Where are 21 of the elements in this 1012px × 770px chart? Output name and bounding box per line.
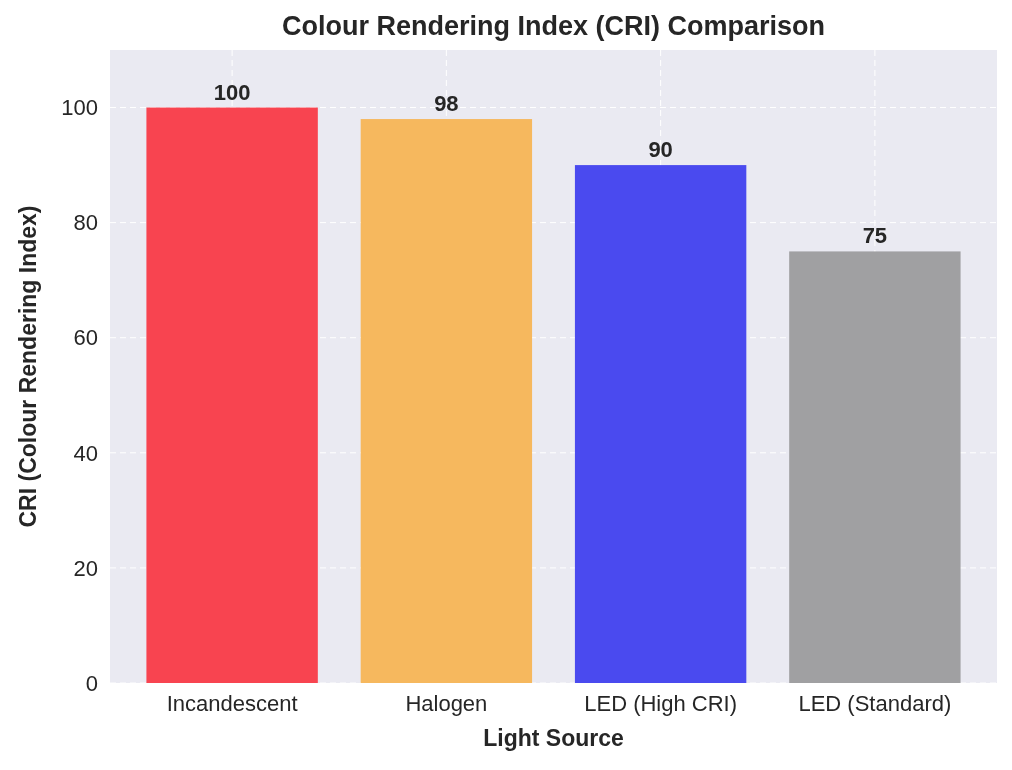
x-tick-label: LED (Standard) xyxy=(798,691,952,716)
data-label: 90 xyxy=(648,137,673,163)
chart-title: Colour Rendering Index (CRI) Comparison xyxy=(281,11,826,41)
y-tick-label: 60 xyxy=(73,325,98,351)
y-tick-label: 40 xyxy=(73,440,98,466)
y-tick-label: 0 xyxy=(85,670,98,696)
x-axis-title: Light Source xyxy=(483,725,624,751)
bar xyxy=(146,107,318,683)
y-tick-label: 20 xyxy=(73,555,98,581)
x-tick-label: Incandescent xyxy=(166,691,298,716)
bar xyxy=(360,119,533,683)
bar xyxy=(789,251,961,683)
data-label: 98 xyxy=(434,91,459,117)
y-tick-label: 80 xyxy=(73,210,98,236)
y-axis-title: CRI (Colour Rendering Index) xyxy=(15,205,41,528)
x-tick-label: LED (High CRI) xyxy=(584,691,738,716)
x-tick-label: Halogen xyxy=(405,691,488,716)
data-label: 100 xyxy=(213,79,251,105)
bar xyxy=(574,165,747,683)
y-tick-label: 100 xyxy=(61,95,98,121)
data-label: 75 xyxy=(862,223,888,249)
